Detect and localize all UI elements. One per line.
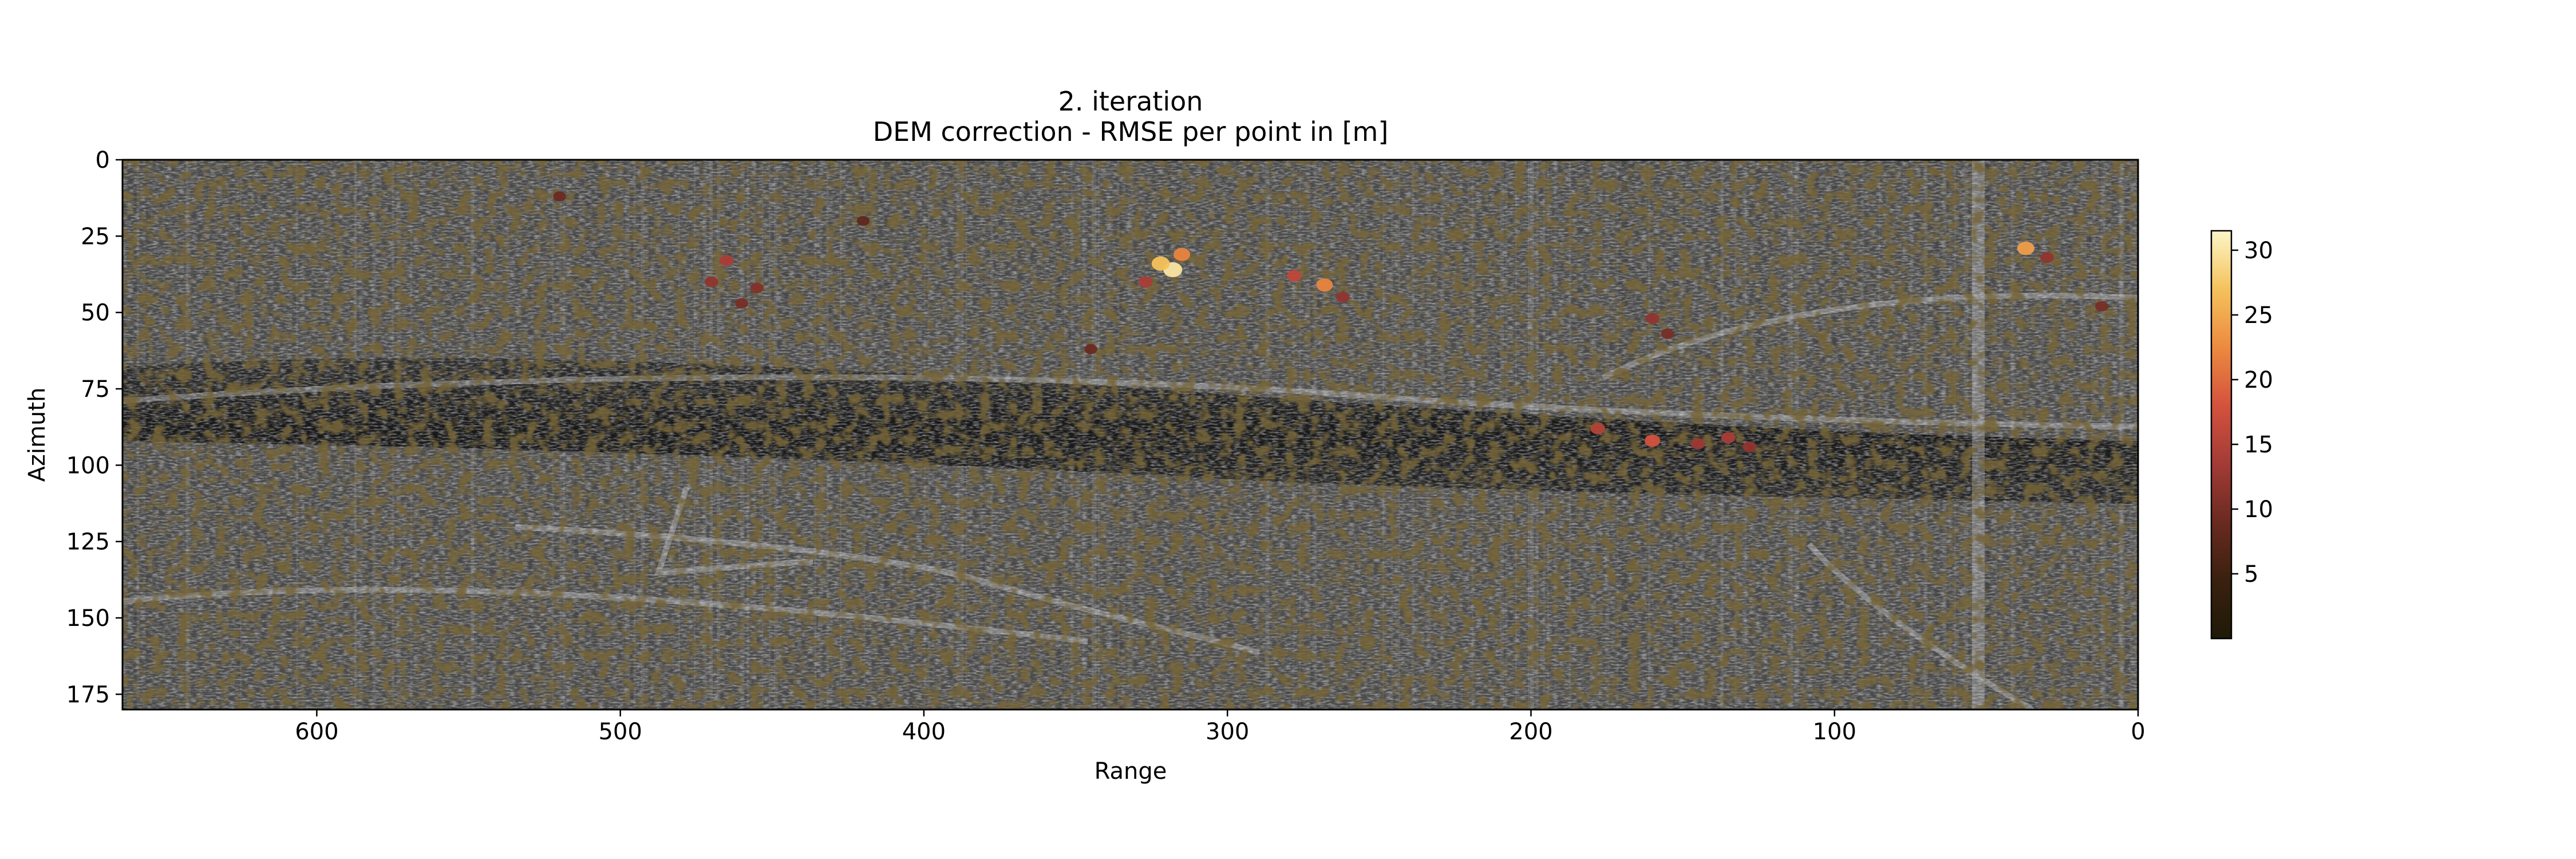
x-tick-label: 400 (902, 719, 946, 745)
rmse-points (553, 191, 2108, 452)
plot-area (123, 160, 2138, 710)
rmse-point (1286, 270, 1302, 282)
x-tick-label: 200 (1509, 719, 1552, 745)
rmse-point (719, 255, 734, 266)
plot-frame (121, 159, 2139, 711)
colorbar-tick-label: 15 (2244, 432, 2273, 458)
y-axis-label: Azimuth (24, 388, 50, 482)
colorbar-tick-label: 5 (2244, 561, 2258, 588)
colorbar-tick-label: 25 (2244, 302, 2273, 329)
rmse-point (750, 282, 764, 294)
rmse-point (704, 276, 718, 287)
y-tick-label: 125 (66, 529, 110, 555)
y-tick-label: 25 (81, 223, 110, 250)
rmse-point (1151, 256, 1170, 271)
colorbar-gradient (2210, 230, 2233, 640)
x-tick-label: 300 (1206, 719, 1249, 745)
rmse-point (1743, 441, 1757, 452)
rmse-speckle (123, 160, 2138, 710)
y-tick-label: 0 (96, 147, 110, 174)
rmse-point (1084, 344, 1097, 354)
colorbar: 5 10 15 20 25 30 (2210, 230, 2273, 640)
rmse-point (1721, 432, 1736, 444)
x-tick-label: 0 (2131, 719, 2145, 745)
x-tick-label: 500 (598, 719, 642, 745)
rmse-point (1645, 313, 1660, 324)
chart-title-line2: DEM correction - RMSE per point in [m] (873, 116, 1389, 147)
rmse-point (1138, 276, 1153, 288)
chart-title-line1: 2. iteration (1058, 86, 1203, 117)
rmse-point (2017, 241, 2034, 255)
colorbar-tick-label: 20 (2244, 367, 2273, 393)
rmse-point (2040, 252, 2054, 263)
rmse-point (735, 298, 749, 309)
y-tick-label: 75 (81, 376, 110, 403)
rmse-point (1316, 278, 1333, 292)
colorbar-ticks: 5 10 15 20 25 30 (2231, 238, 2273, 588)
rmse-point (1661, 329, 1674, 339)
y-tick-label: 175 (66, 681, 110, 708)
rmse-point (1645, 435, 1661, 447)
rmse-point (856, 216, 870, 226)
rmse-point (1336, 291, 1350, 303)
rmse-point (1590, 423, 1605, 435)
x-axis-ticks: 600 500 400 300 200 100 0 (295, 710, 2146, 745)
y-tick-label: 150 (66, 605, 110, 632)
rmse-point (1690, 438, 1705, 450)
rmse-point (1174, 247, 1191, 261)
colorbar-tick-label: 30 (2244, 238, 2273, 264)
rmse-point (2095, 301, 2108, 312)
x-tick-label: 600 (295, 719, 338, 745)
y-tick-label: 100 (66, 452, 110, 479)
colorbar-tick-label: 10 (2244, 497, 2273, 523)
rmse-point (553, 191, 566, 202)
x-tick-label: 100 (1813, 719, 1856, 745)
y-tick-label: 50 (81, 300, 110, 326)
y-axis-ticks: 0 25 50 75 100 125 150 175 (66, 147, 123, 708)
x-axis-label: Range (1095, 758, 1167, 785)
